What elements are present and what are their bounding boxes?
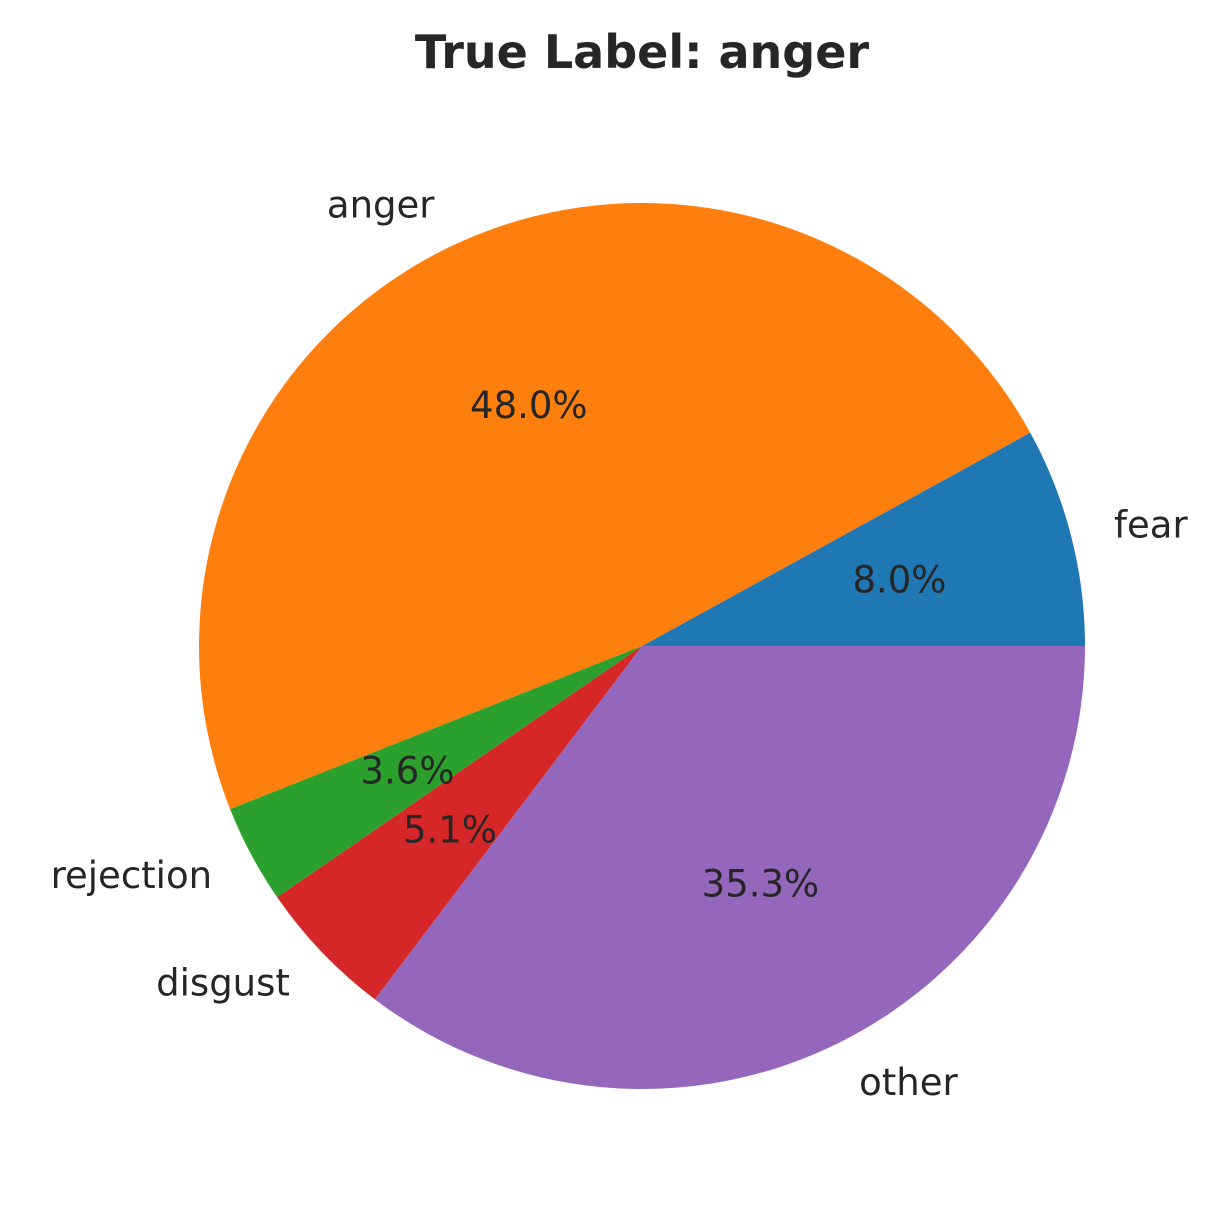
pie-slice-fear (642, 432, 1085, 646)
slice-pct-disgust: 5.1% (403, 808, 497, 851)
slice-label-anger: anger (327, 184, 435, 227)
pie-slice-anger (199, 202, 1031, 810)
slice-label-rejection: rejection (51, 854, 212, 897)
pie-slices (199, 202, 1085, 1089)
slice-label-other: other (859, 1061, 958, 1104)
slice-pct-anger: 48.0% (470, 384, 588, 427)
slice-pct-rejection: 3.6% (360, 750, 454, 793)
pie-labels: fear 8.0% anger 48.0% rejection 3.6% disgust 5.… (51, 184, 1189, 1104)
slice-pct-other: 35.3% (702, 862, 820, 905)
slice-label-fear: fear (1114, 503, 1188, 546)
pie-slice-disgust (277, 646, 642, 1000)
pie-slice-other (374, 646, 1085, 1089)
pie-slice-rejection (230, 646, 643, 898)
slice-label-disgust: disgust (156, 961, 290, 1004)
chart-title: True Label: anger (415, 25, 870, 79)
slice-pct-fear: 8.0% (852, 558, 946, 601)
